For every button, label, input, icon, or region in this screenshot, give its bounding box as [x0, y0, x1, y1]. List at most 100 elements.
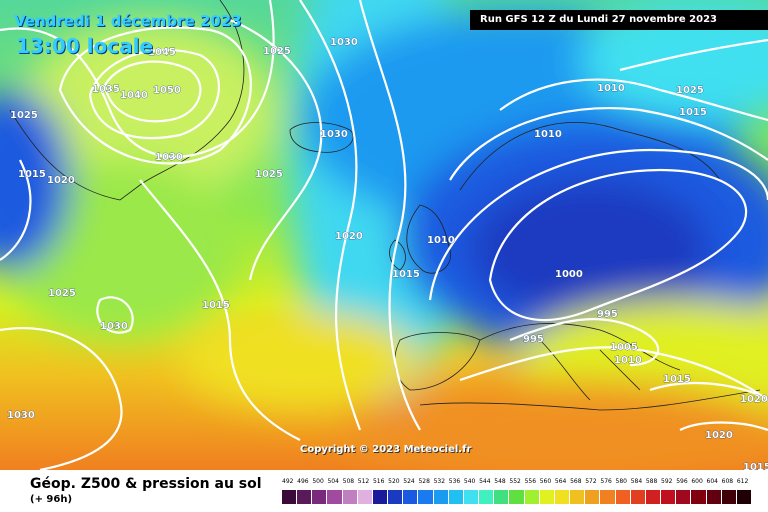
isobar-label: 1030 — [7, 410, 35, 421]
isobar-label: 1040 — [120, 90, 148, 101]
isobar-label: 1015 — [679, 107, 707, 118]
scale-swatch — [357, 490, 373, 504]
isobar-label: 1030 — [330, 37, 358, 48]
scale-swatch — [630, 490, 646, 504]
scale-swatch — [418, 490, 434, 504]
scale-label: 604 — [706, 478, 718, 485]
isobar-label: 1030 — [100, 321, 128, 332]
isobar-label: 1015 — [743, 462, 768, 470]
scale-swatch — [736, 490, 752, 504]
forecast-date: Vendredi 1 décembre 2023 — [14, 12, 242, 30]
isobar-label: 1020 — [335, 231, 363, 242]
isobar-label: 1025 — [48, 288, 76, 299]
map-title: Géop. Z500 & pression au sol — [30, 476, 262, 492]
scale-label: 532 — [433, 478, 446, 485]
scale-swatch — [615, 490, 631, 504]
scale-swatch — [342, 490, 358, 504]
scale-swatch — [433, 490, 449, 504]
scale-swatch — [706, 490, 722, 504]
scale-swatch — [297, 490, 313, 504]
scale-label: 520 — [388, 478, 400, 485]
scale-label: 572 — [585, 478, 597, 485]
scale-swatch — [479, 490, 495, 504]
scale-label: 544 — [479, 478, 491, 485]
scale-label: 496 — [297, 478, 309, 485]
isobar-label: 1030 — [320, 129, 348, 140]
scale-swatch — [661, 490, 677, 504]
scale-label: 584 — [630, 478, 643, 485]
scale-label: 516 — [372, 478, 385, 485]
scale-swatch — [372, 490, 389, 504]
model-run-banner: Run GFS 12 Z du Lundi 27 novembre 2023 — [470, 10, 768, 30]
scale-label: 576 — [600, 478, 612, 485]
scale-label: 492 — [282, 478, 294, 485]
isobar-label: 1010 — [597, 83, 625, 94]
scale-swatch — [448, 490, 464, 504]
isobar-label: 1015 — [18, 169, 46, 180]
forecast-local-time: 13:00 locale — [16, 34, 153, 58]
scale-label: 596 — [676, 478, 688, 485]
scale-label: 580 — [615, 478, 627, 485]
scale-label: 548 — [494, 478, 506, 485]
scale-label: 612 — [736, 478, 749, 485]
isobar-label: 1020 — [705, 430, 733, 441]
scale-label: 524 — [403, 478, 415, 485]
scale-swatch — [524, 490, 540, 504]
isobar-label: 1000 — [555, 269, 583, 280]
scale-swatch — [600, 490, 616, 504]
scale-swatch — [554, 490, 571, 504]
scale-label: 568 — [570, 478, 582, 485]
scale-label: 508 — [342, 478, 355, 485]
scale-label: 592 — [661, 478, 673, 485]
isobar-label: 1015 — [663, 374, 691, 385]
scale-swatch — [570, 490, 586, 504]
geopotential-field — [0, 0, 768, 470]
scale-label: 500 — [312, 478, 324, 485]
scale-label: 512 — [357, 478, 370, 485]
isobar-label: 1010 — [614, 355, 642, 366]
scale-label: 564 — [554, 478, 567, 485]
scale-swatch — [282, 490, 298, 504]
isobar-label: 1025 — [255, 169, 283, 180]
scale-swatch — [721, 490, 737, 504]
isobar-label: 995 — [597, 309, 618, 320]
scale-label: 504 — [327, 478, 339, 485]
scale-label: 588 — [645, 478, 658, 485]
isobar-label: 1020 — [740, 394, 768, 405]
scale-swatch — [645, 490, 662, 504]
scale-swatch — [585, 490, 601, 504]
scale-swatch — [691, 490, 707, 504]
isobar-label: 995 — [523, 334, 544, 345]
isobar-label: 1025 — [676, 85, 704, 96]
color-scale: 492 496 500 504 508 512 516 520 524 528 532 536 540 5… — [282, 478, 752, 510]
coastlines — [9, 0, 761, 411]
isobar-lines — [0, 0, 768, 470]
scale-swatch — [403, 490, 419, 504]
isobar-label: 1025 — [10, 110, 38, 121]
isobar-label: 1010 — [427, 235, 455, 246]
isobar-label: 1035 — [92, 84, 120, 95]
isobar-label: 1015 — [202, 300, 230, 311]
scale-swatch — [539, 490, 555, 504]
isobar-label: 1030 — [155, 152, 183, 163]
scale-swatch — [676, 490, 692, 504]
isobar-label: 1015 — [392, 269, 420, 280]
copyright-notice: Copyright © 2023 Meteociel.fr — [300, 444, 472, 455]
scale-swatch — [509, 490, 525, 504]
isobar-label: 1020 — [47, 175, 75, 186]
scale-label: 556 — [524, 478, 537, 485]
isobar-label: 1025 — [263, 46, 291, 57]
scale-swatch — [327, 490, 343, 504]
scale-label: 528 — [418, 478, 430, 485]
forecast-lead-time: (+ 96h) — [30, 494, 73, 505]
scale-swatch — [463, 490, 480, 504]
legend-bar: Géop. Z500 & pression au sol (+ 96h) 492… — [0, 470, 768, 512]
scale-swatch — [312, 490, 328, 504]
scale-label: 536 — [448, 478, 461, 485]
scale-label: 552 — [509, 478, 521, 485]
isobar-label: 1010 — [534, 129, 562, 140]
scale-swatch — [494, 490, 510, 504]
